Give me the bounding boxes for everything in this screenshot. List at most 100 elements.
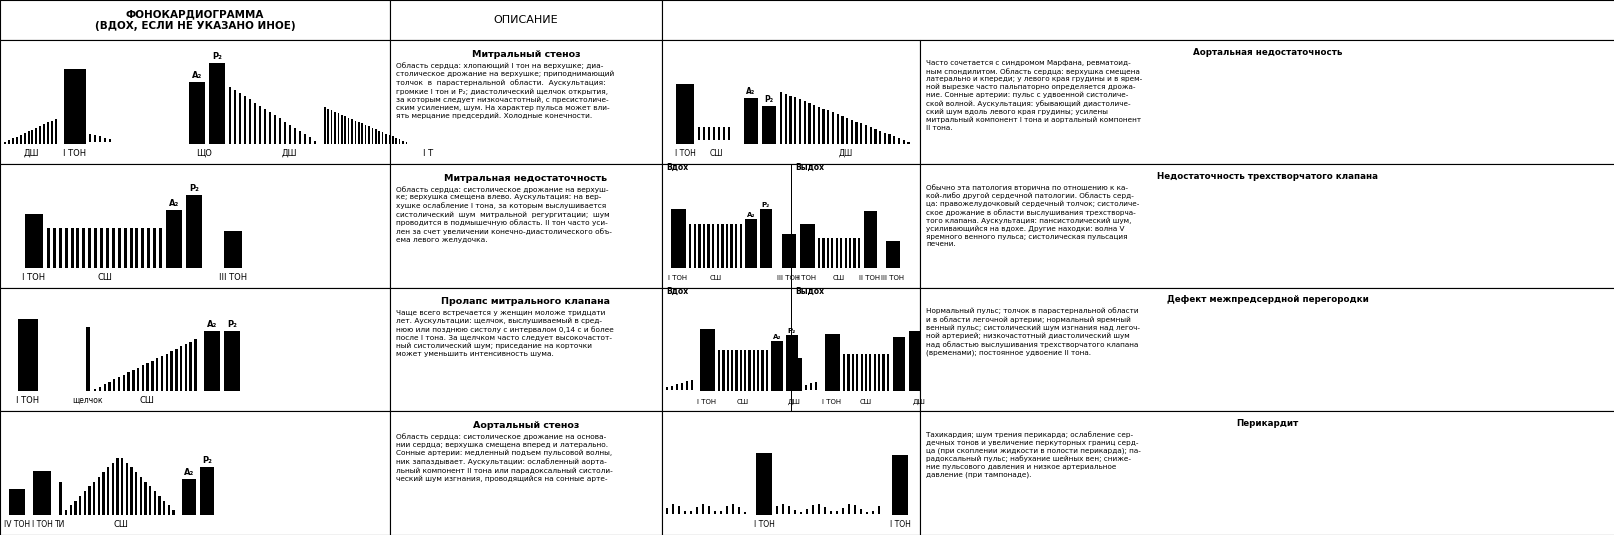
Bar [893, 337, 904, 391]
Bar [355, 120, 357, 144]
Bar [841, 508, 844, 514]
Text: щелчок: щелчок [73, 396, 103, 405]
Text: ТИ: ТИ [55, 520, 65, 529]
Bar [94, 135, 97, 142]
Text: Вдох: Вдох [665, 163, 688, 172]
Bar [878, 131, 881, 144]
Bar [823, 507, 826, 514]
Bar [362, 124, 363, 144]
Bar [855, 121, 857, 144]
Bar [804, 101, 805, 144]
Bar [872, 510, 873, 514]
Bar [799, 100, 801, 144]
Bar [152, 361, 153, 391]
Text: III ТОН: III ТОН [220, 272, 247, 281]
Text: ФОНОКАРДИОГРАММА
(ВДОХ, ЕСЛИ НЕ УКАЗАНО ИНОЕ): ФОНОКАРДИОГРАММА (ВДОХ, ЕСЛИ НЕ УКАЗАНО … [95, 9, 295, 31]
Bar [815, 382, 817, 390]
Bar [868, 354, 872, 391]
Bar [98, 386, 102, 391]
Text: I ТОН: I ТОН [16, 396, 39, 405]
Bar [158, 496, 160, 515]
Bar [10, 489, 24, 515]
Text: P₂: P₂ [211, 52, 221, 61]
Bar [738, 507, 741, 514]
Text: Вдох: Вдох [665, 287, 688, 295]
Bar [834, 239, 838, 268]
Bar [897, 138, 899, 144]
Bar [358, 122, 360, 144]
Text: A₂: A₂ [746, 87, 755, 96]
Bar [65, 510, 68, 515]
Bar [725, 224, 728, 268]
Text: СШ: СШ [709, 149, 723, 158]
Bar [107, 468, 110, 515]
Text: ДШ: ДШ [912, 399, 925, 405]
Bar [389, 287, 662, 411]
Text: I ТОН: I ТОН [32, 520, 52, 529]
Bar [249, 100, 252, 144]
Text: ДШ: ДШ [281, 149, 297, 158]
Bar [82, 228, 86, 268]
Bar [194, 339, 197, 391]
Bar [863, 211, 876, 268]
Bar [84, 491, 86, 515]
Bar [89, 228, 90, 268]
Bar [920, 287, 1614, 411]
Bar [799, 386, 802, 390]
Bar [139, 477, 142, 515]
Bar [762, 350, 763, 391]
Bar [920, 411, 1614, 535]
Text: СШ: СШ [833, 276, 844, 281]
Bar [89, 134, 92, 142]
Bar [726, 506, 728, 514]
Bar [662, 287, 920, 411]
Bar [166, 354, 168, 391]
Bar [284, 121, 286, 144]
Bar [847, 504, 851, 514]
Bar [826, 239, 828, 268]
Bar [94, 228, 97, 268]
Bar [389, 0, 662, 40]
Bar [3, 142, 6, 144]
Text: Нормальный пульс; толчок в парастернальной области
и в области легочной артерии;: Нормальный пульс; толчок в парастернальн… [925, 308, 1139, 356]
Bar [16, 136, 18, 144]
Bar [730, 224, 733, 268]
Bar [308, 137, 312, 144]
Text: I ТОН: I ТОН [63, 149, 87, 158]
Text: Часто сочетается с синдромом Марфана, ревматоид-
ным спондилитом. Область сердца: Часто сочетается с синдромом Марфана, ре… [925, 60, 1141, 131]
Bar [179, 347, 182, 391]
Bar [755, 453, 771, 515]
Text: I Т: I Т [423, 149, 433, 158]
Bar [203, 331, 220, 391]
Bar [168, 506, 169, 515]
Text: I ТОН: I ТОН [697, 399, 717, 405]
Bar [684, 510, 686, 514]
Text: Область сердца: хлопающий I тон на верхушке; диа-
столическое дрожание на верхуш: Область сердца: хлопающий I тон на верху… [395, 62, 613, 119]
Bar [878, 506, 880, 514]
Bar [347, 118, 349, 144]
Bar [689, 511, 692, 514]
Bar [723, 127, 725, 140]
Text: A₂: A₂ [192, 71, 202, 80]
Bar [79, 496, 81, 515]
Bar [0, 0, 389, 40]
Bar [852, 239, 855, 268]
Text: Пролапс митрального клапана: Пролапс митрального клапана [441, 297, 610, 307]
Bar [686, 381, 688, 390]
Bar [762, 106, 775, 144]
Bar [258, 106, 261, 144]
Bar [389, 411, 662, 535]
Bar [888, 134, 891, 144]
Bar [395, 138, 397, 144]
Bar [341, 114, 342, 144]
Bar [831, 112, 834, 144]
Bar [116, 458, 118, 515]
Bar [118, 228, 121, 268]
Bar [253, 103, 257, 144]
Text: Перикардит: Перикардит [1236, 419, 1298, 428]
Bar [365, 125, 366, 144]
Bar [386, 134, 387, 144]
Bar [60, 482, 61, 515]
Bar [94, 482, 95, 515]
Bar [836, 114, 838, 144]
